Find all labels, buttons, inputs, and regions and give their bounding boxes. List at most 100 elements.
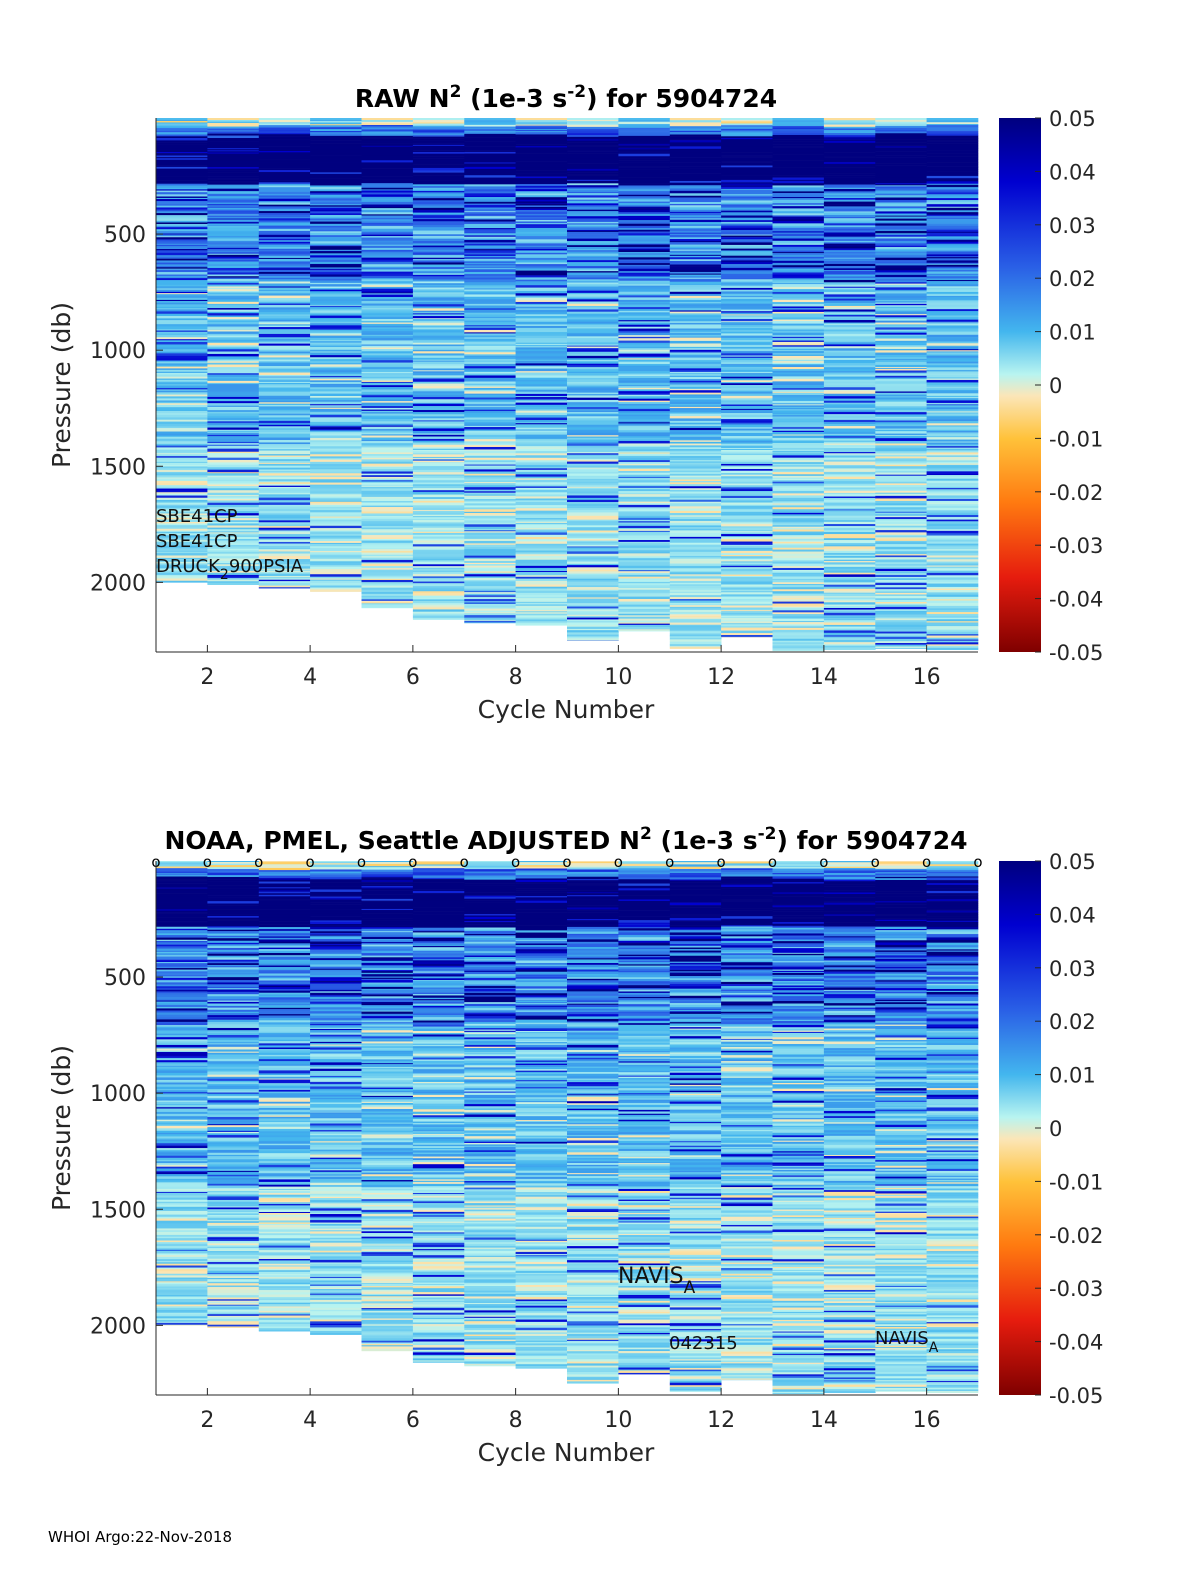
layer-cell — [669, 570, 722, 572]
layer-cell — [515, 120, 568, 123]
layer-cell — [567, 495, 619, 499]
layer-cell — [515, 327, 568, 330]
layer-cell — [823, 616, 876, 619]
layer-cell — [875, 443, 927, 446]
layer-cell — [669, 368, 722, 371]
layer-cell — [618, 348, 671, 350]
layer-cell — [823, 608, 876, 610]
layer-cell — [207, 189, 260, 192]
layer-cell — [156, 1248, 208, 1251]
layer-cell — [207, 553, 260, 557]
layer-cell — [515, 404, 568, 408]
layer-cell — [464, 289, 516, 292]
layer-cell — [207, 513, 260, 516]
layer-cell — [515, 381, 568, 385]
layer-cell — [156, 248, 208, 251]
layer-cell — [258, 187, 311, 190]
layer-cell — [669, 606, 722, 609]
layer-cell — [926, 221, 979, 225]
layer-cell — [926, 555, 979, 558]
layer-cell — [567, 220, 619, 223]
layer-cell — [515, 532, 568, 536]
layer-cell — [515, 599, 568, 602]
layer-cell — [669, 372, 722, 374]
layer-cell — [412, 249, 465, 252]
layer-cell — [258, 349, 311, 352]
layer-cell — [875, 118, 927, 121]
layer-cell — [361, 556, 414, 558]
layer-cell — [875, 568, 927, 572]
layer-cell — [926, 639, 979, 641]
layer-cell — [721, 157, 773, 160]
layer-cell — [515, 567, 568, 570]
layer-cell — [412, 586, 465, 589]
layer-cell — [156, 898, 208, 901]
layer-cell — [567, 546, 619, 548]
layer-cell — [361, 120, 414, 123]
layer-cell — [361, 376, 414, 379]
layer-cell — [361, 137, 414, 139]
layer-cell — [412, 481, 465, 483]
layer-cell — [258, 307, 311, 310]
layer-cell — [310, 281, 362, 284]
layer-cell — [156, 1206, 208, 1209]
layer-cell — [721, 270, 773, 273]
layer-cell — [361, 603, 414, 605]
layer-cell — [207, 469, 260, 473]
layer-cell — [412, 462, 465, 464]
layer-cell — [515, 476, 568, 479]
layer-cell — [926, 519, 979, 522]
layer-cell — [412, 550, 465, 553]
layer-cell — [875, 287, 927, 291]
layer-cell — [258, 300, 311, 303]
layer-cell — [721, 621, 773, 624]
layer-cell — [156, 195, 208, 197]
layer-cell — [361, 293, 414, 295]
layer-cell — [310, 317, 362, 320]
layer-cell — [772, 400, 825, 404]
layer-cell — [361, 466, 414, 470]
layer-cell — [567, 499, 619, 503]
layer-cell — [361, 219, 414, 222]
layer-cell — [310, 296, 362, 300]
layer-cell — [618, 624, 671, 628]
layer-cell — [721, 532, 773, 535]
layer-cell — [156, 507, 208, 510]
layer-cell — [721, 287, 773, 290]
layer-cell — [875, 441, 927, 444]
layer-cell — [207, 284, 260, 287]
layer-cell — [156, 421, 208, 425]
layer-cell — [669, 613, 722, 615]
layer-cell — [772, 154, 825, 156]
layer-cell — [258, 343, 311, 346]
layer-cell — [412, 503, 465, 506]
layer-cell — [464, 263, 516, 265]
layer-cell — [669, 232, 722, 234]
layer-cell — [669, 394, 722, 397]
layer-cell — [875, 599, 927, 603]
layer-cell — [361, 303, 414, 306]
layer-cell — [207, 403, 260, 406]
layer-cell — [721, 374, 773, 378]
layer-cell — [772, 580, 825, 583]
layer-cell — [875, 559, 927, 562]
layer-cell — [823, 298, 876, 301]
layer-cell — [464, 577, 516, 581]
layer-cell — [156, 374, 208, 377]
layer-cell — [567, 126, 619, 130]
layer-cell — [258, 543, 311, 547]
layer-cell — [772, 232, 825, 235]
layer-cell — [412, 332, 465, 335]
layer-cell — [207, 883, 260, 886]
layer-cell — [926, 333, 979, 336]
layer-cell — [361, 155, 414, 159]
layer-cell — [156, 497, 208, 500]
layer-cell — [772, 227, 825, 231]
layer-cell — [669, 445, 722, 448]
layer-cell — [875, 438, 927, 440]
layer-cell — [515, 510, 568, 514]
cycle-column — [515, 118, 568, 626]
layer-cell — [515, 492, 568, 495]
layer-cell — [412, 191, 465, 193]
layer-cell — [361, 141, 414, 144]
